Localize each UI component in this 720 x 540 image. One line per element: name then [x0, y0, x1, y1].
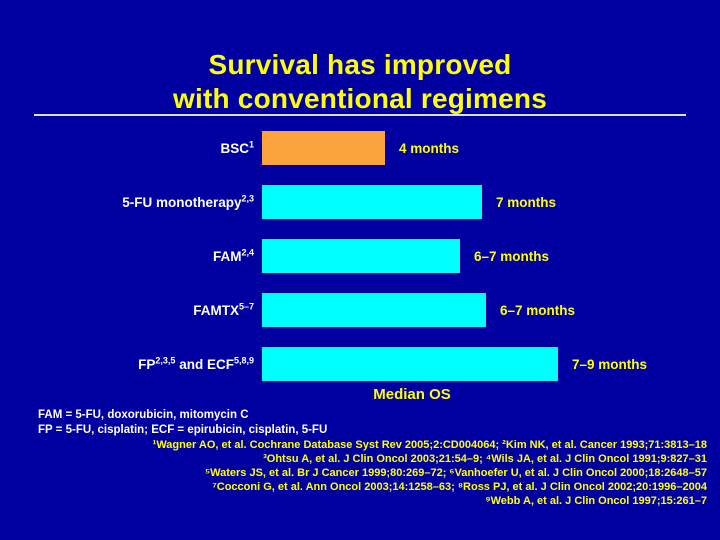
title-divider [34, 114, 686, 116]
bar-label: BSC1 [220, 139, 254, 156]
bar-row: BSC1 4 months [0, 131, 720, 165]
bar-value-label: 7 months [496, 194, 557, 210]
bar-value-label: 7–9 months [572, 356, 648, 372]
slide-title: Survival has improved with conventional … [0, 48, 720, 116]
bar-fill [262, 347, 558, 381]
footnotes: FAM = 5-FU, doxorubicin, mitomycin C FP … [38, 408, 327, 437]
footnote-line: FP = 5-FU, cisplatin; ECF = epirubicin, … [38, 423, 328, 436]
reference-line: ⁷Cocconi G, et al. Ann Oncol 2003;14:125… [212, 481, 707, 493]
footnote-line: FAM = 5-FU, doxorubicin, mitomycin C [38, 409, 249, 421]
slide-title-line1: Survival has improved [208, 49, 512, 80]
bar-value-label: 4 months [399, 140, 460, 156]
reference-line: ³Ohtsu A, et al. J Clin Oncol 2003;21:54… [263, 453, 707, 465]
bar-row: FP2,3,5 and ECF5,8,9 7–9 months [0, 347, 720, 381]
bar-fill [262, 185, 482, 219]
bar-row: 5-FU monotherapy2,3 7 months [0, 185, 720, 219]
bar-fill [262, 131, 385, 165]
reference-line: ⁵Waters JS, et al. Br J Cancer 1999;80:2… [204, 467, 707, 479]
reference-line: ¹Wagner AO, et al. Cochrane Database Sys… [152, 439, 707, 451]
bar-value-label: 6–7 months [474, 248, 550, 264]
axis-label: Median OS [373, 386, 451, 403]
bar-fill [262, 293, 486, 327]
bar-label: FAM2,4 [212, 247, 254, 264]
bar-label: FP2,3,5 and ECF5,8,9 [138, 355, 254, 372]
bar-row: FAM2,4 6–7 months [0, 239, 720, 273]
bar-row: FAMTX5–7 6–7 months [0, 293, 720, 327]
bar-value-label: 6–7 months [500, 302, 576, 318]
slide-title-line2: with conventional regimens [173, 83, 547, 114]
references: ¹Wagner AO, et al. Cochrane Database Sys… [13, 438, 707, 508]
bar-chart: BSC1 4 months 5-FU monotherapy2,3 7 mont… [0, 131, 720, 401]
bar-label: FAMTX5–7 [193, 301, 254, 318]
bar-fill [262, 239, 460, 273]
bar-label: 5-FU monotherapy2,3 [122, 193, 254, 210]
reference-line: ⁹Webb A, et al. J Clin Oncol 1997;15:261… [485, 495, 707, 507]
